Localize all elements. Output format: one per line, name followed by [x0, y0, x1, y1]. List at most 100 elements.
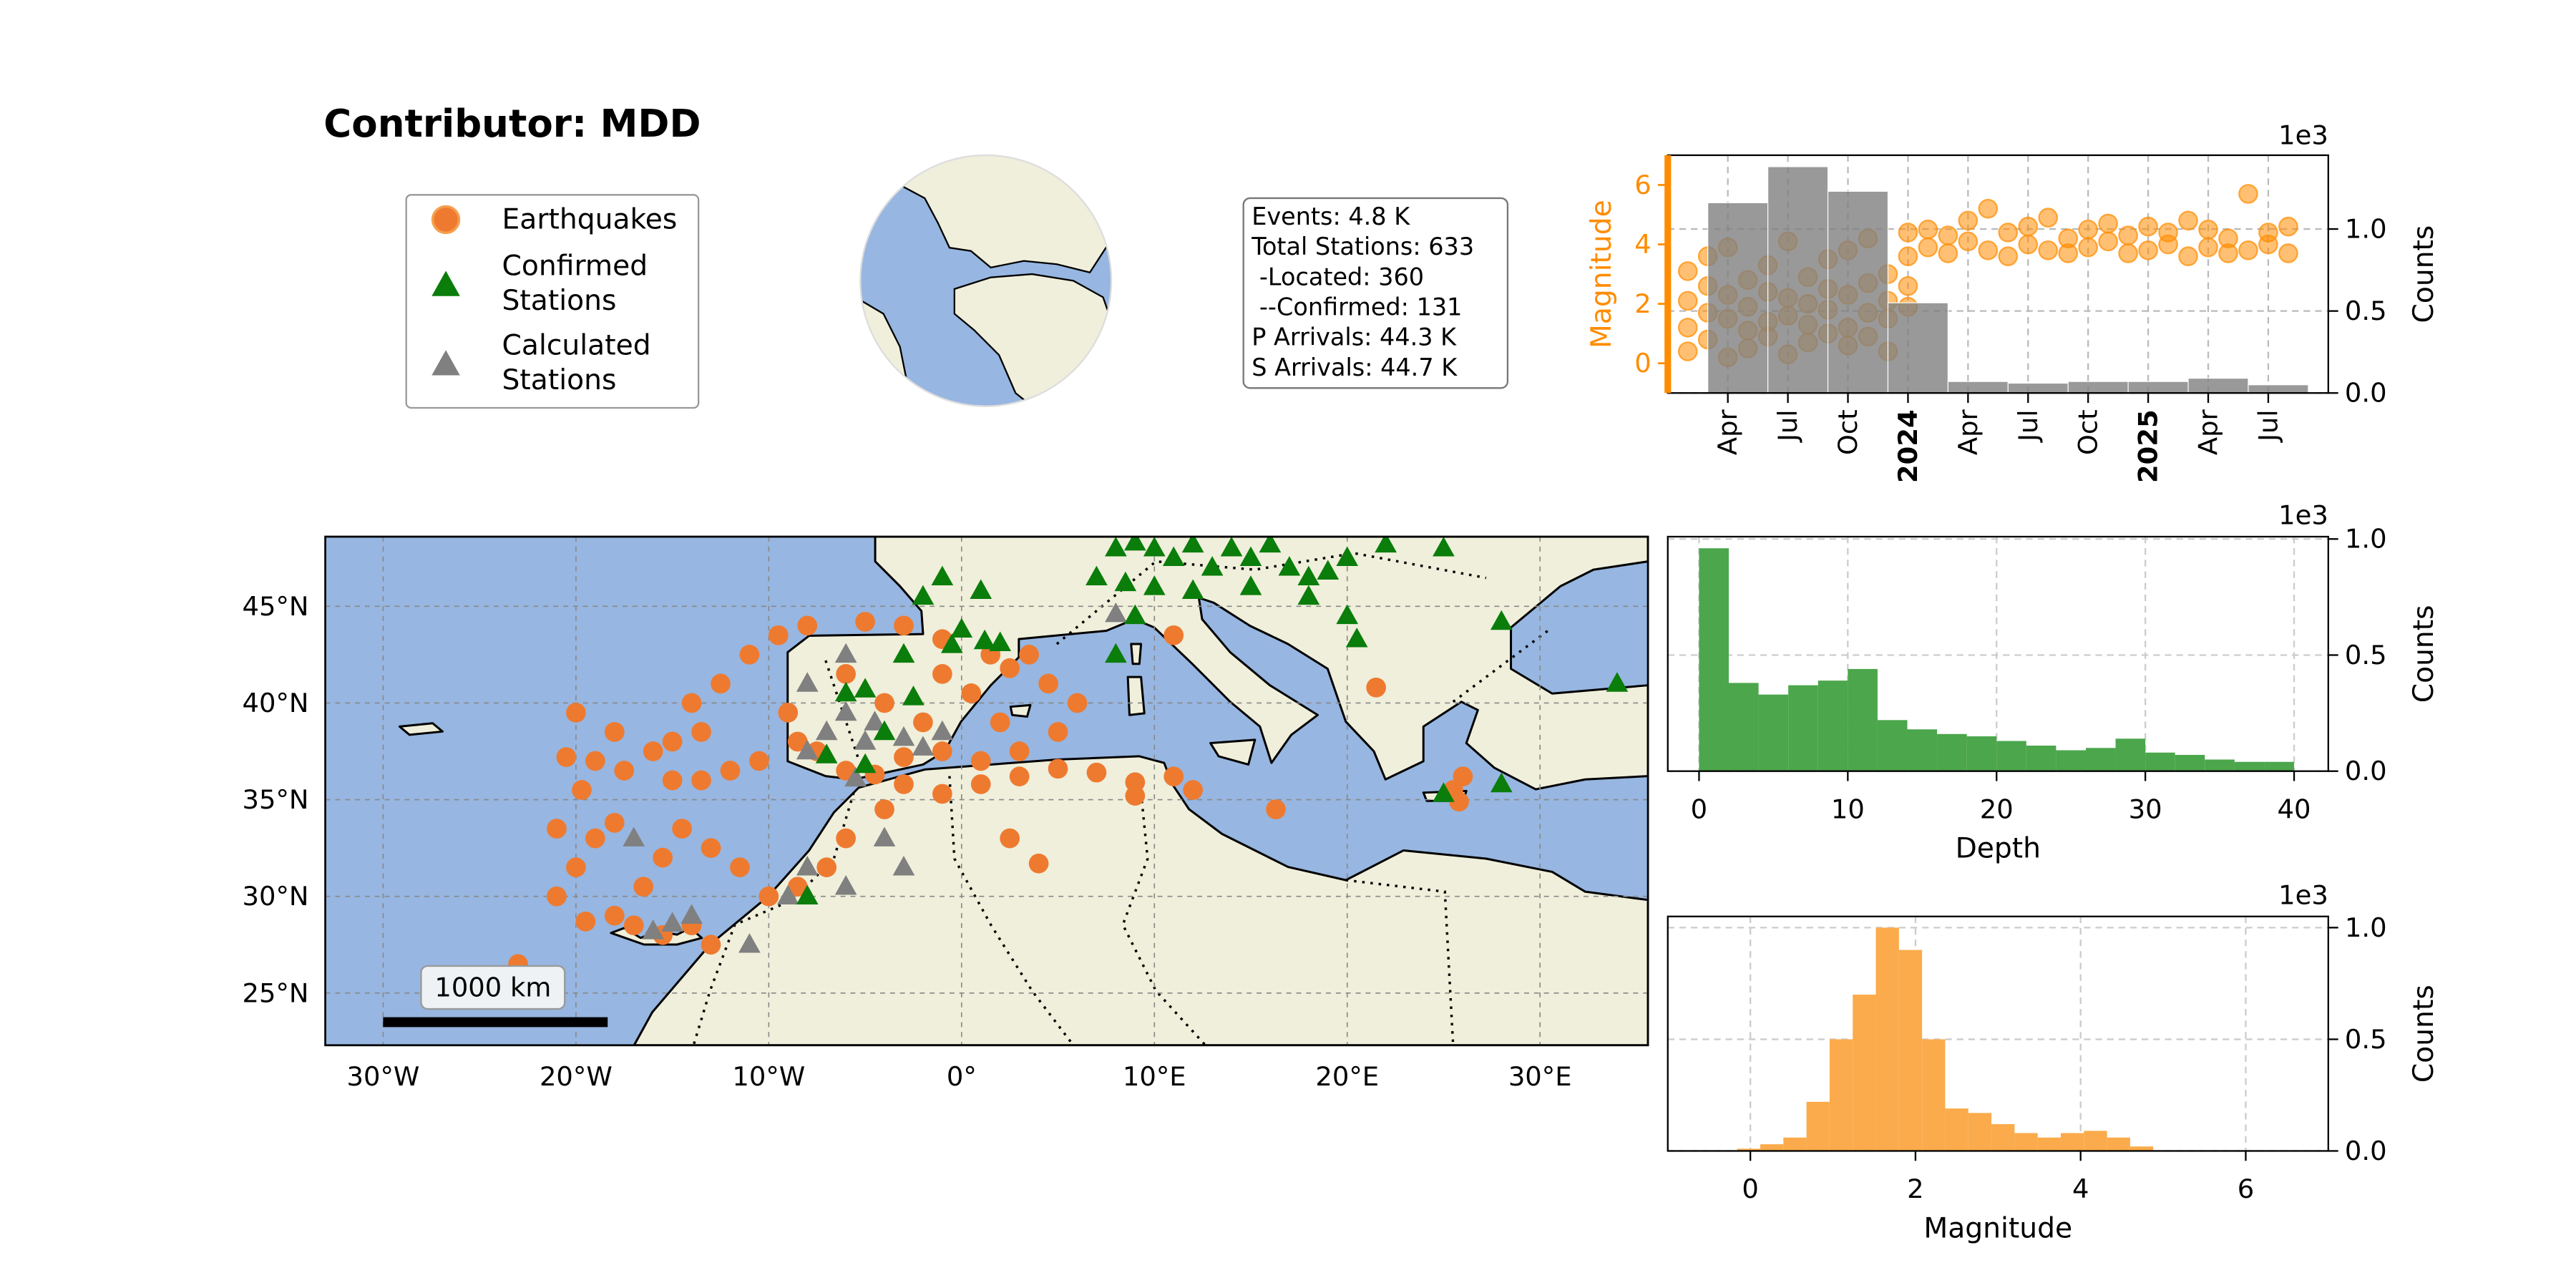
y-tick-label: 25°N — [243, 977, 309, 1008]
count-bar — [1827, 190, 1889, 394]
earthquake — [643, 741, 663, 761]
x-tick-label: 6 — [2238, 1174, 2254, 1204]
hist-bar — [1853, 995, 1876, 1151]
earthquake — [1048, 722, 1068, 742]
station — [796, 739, 819, 760]
hist-bar — [2056, 750, 2086, 771]
station — [1278, 556, 1301, 576]
y-axis-label: Counts — [2408, 605, 2440, 703]
legend-label: Confirmed Stations — [502, 250, 648, 316]
magnitude-point — [1938, 243, 1958, 263]
earthquake — [894, 747, 914, 767]
y-tick-label: 35°N — [243, 784, 309, 815]
earthquake — [1453, 766, 1473, 786]
island — [1209, 738, 1257, 766]
x-tick-label: 30°E — [1508, 1061, 1572, 1092]
hist-bar — [1848, 668, 1878, 771]
station — [940, 633, 963, 653]
magnitude-point — [1898, 275, 1918, 296]
station — [1606, 672, 1629, 692]
magnitude-point — [2238, 240, 2258, 260]
legend-marker — [431, 205, 461, 235]
offset-text: 1e3 — [2278, 120, 2328, 151]
island — [398, 722, 444, 736]
x-tick-label: Oct — [2073, 409, 2104, 455]
earthquake — [1266, 799, 1286, 819]
island — [1126, 675, 1146, 716]
x-tick-label: 10°E — [1123, 1061, 1186, 1092]
stat-line: -Located: 360 — [1252, 263, 1424, 291]
hist-bar — [1991, 1124, 2015, 1151]
earthquake — [653, 847, 673, 868]
y-tick-label: 0.5 — [2345, 1024, 2387, 1055]
earthquake — [1009, 766, 1030, 786]
station — [1239, 546, 1262, 567]
earthquake — [556, 747, 577, 767]
count-bar — [1947, 381, 2009, 394]
earthquake — [787, 731, 808, 752]
stat-line: P Arrivals: 44.3 K — [1252, 323, 1457, 351]
station — [970, 579, 992, 599]
axes-frame — [1667, 915, 2329, 1152]
y-tick-label: 0 — [1634, 348, 1651, 379]
x-tick-label: 2025 — [2133, 409, 2164, 483]
x-tick-label: 0 — [1742, 1174, 1758, 1204]
station — [834, 875, 857, 895]
magnitude-point — [1918, 219, 1938, 240]
hist-bar — [2061, 1133, 2084, 1151]
earthquake — [1048, 758, 1068, 779]
count-bar — [1767, 166, 1829, 394]
earthquake — [623, 915, 644, 936]
hist-bar — [2175, 754, 2205, 771]
magnitude-point — [2098, 213, 2118, 234]
count-bar — [2248, 384, 2309, 394]
count-bar — [2067, 381, 2129, 394]
stats-box — [1242, 197, 1509, 389]
earthquake — [691, 722, 711, 742]
magnitude-point — [2278, 243, 2298, 263]
station — [854, 678, 877, 698]
station — [1085, 565, 1108, 586]
magnitude-point — [1918, 237, 1938, 258]
stats: Events: 4.8 K Total Stations: 633 -Locate… — [1251, 203, 1474, 381]
magnitude-point — [2118, 243, 2138, 263]
scale-bar — [383, 1017, 608, 1028]
x-axis-label: Magnitude — [1923, 1212, 2072, 1244]
legend-marker — [431, 350, 460, 376]
hist-bar — [2037, 1137, 2061, 1151]
earthquake — [1086, 762, 1107, 783]
earthquake — [572, 780, 592, 800]
station — [931, 720, 954, 741]
x-tick-label: 0 — [1691, 794, 1707, 824]
count-bar — [2187, 378, 2249, 394]
station — [796, 855, 819, 876]
earthquake — [768, 625, 789, 645]
station — [796, 672, 819, 692]
magnitude-point — [2238, 184, 2258, 204]
magnitude-point — [1898, 223, 1918, 243]
station — [902, 686, 924, 706]
x-tick-label: 20°W — [540, 1061, 613, 1092]
earthquake — [778, 703, 799, 723]
hist-bar — [1968, 1113, 1992, 1151]
y2-tick-label: 0.0 — [2345, 378, 2387, 409]
earthquake — [1028, 853, 1049, 874]
station — [1336, 546, 1359, 567]
magnitude-point — [2278, 216, 2298, 237]
hist-bar — [1729, 683, 1759, 771]
scale-bar-label-box — [420, 965, 566, 1010]
offset-text: 1e3 — [2278, 500, 2328, 531]
magnitude-point — [1677, 261, 1698, 281]
magnitude-point — [2018, 216, 2039, 237]
x-tick-label: 10°W — [732, 1061, 805, 1092]
station — [873, 826, 896, 847]
earthquake — [575, 911, 596, 932]
earthquake — [990, 712, 1010, 733]
station — [1490, 610, 1513, 630]
station — [834, 681, 857, 702]
station — [912, 736, 935, 756]
hist-bar — [1877, 720, 1908, 771]
earthquake — [739, 645, 760, 665]
station — [1105, 602, 1127, 623]
